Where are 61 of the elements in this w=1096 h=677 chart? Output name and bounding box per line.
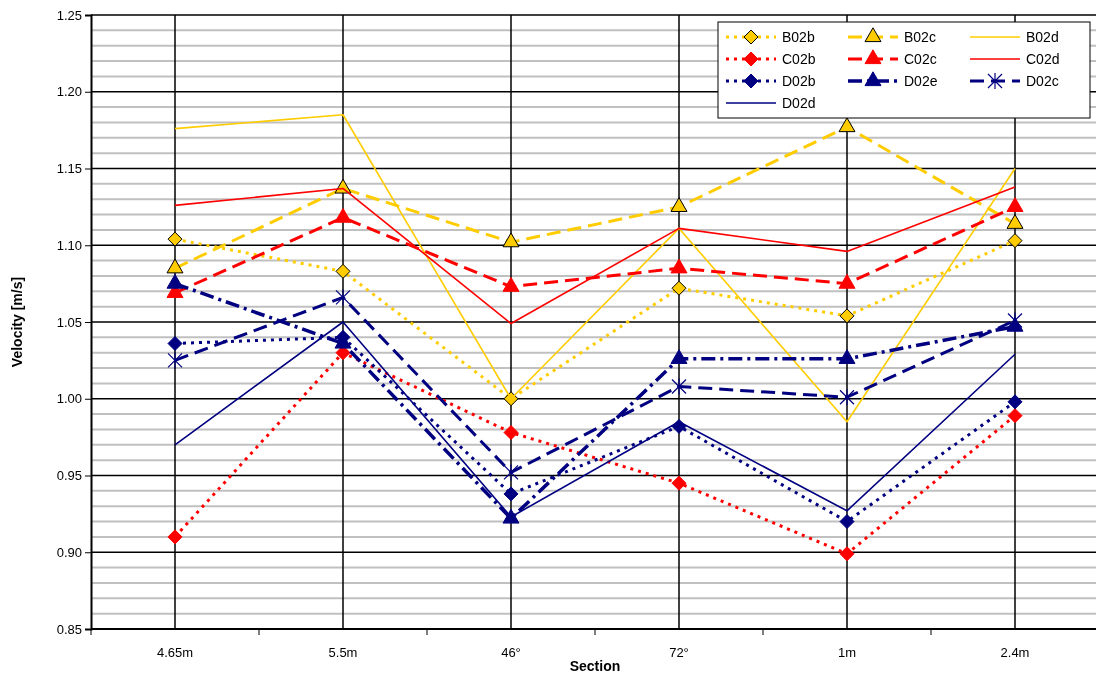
point [334,207,352,223]
y-tick-label: 0.95 [56,468,82,484]
point [1007,408,1023,424]
y-tick-label: 0.90 [56,544,82,560]
point [1007,394,1023,410]
y-tick-label: 1.10 [56,237,82,253]
point [167,529,183,545]
point [503,463,519,482]
point [502,276,520,292]
legend-label: C02c [904,51,937,67]
x-tick-label: 72° [669,645,689,660]
legend-label: B02d [1026,29,1059,45]
legend-label: B02b [782,29,815,45]
point [839,308,855,324]
point [671,280,687,296]
x-axis-title: Section [569,658,621,674]
x-tick-label: 5.5m [328,645,358,660]
point [1006,214,1024,229]
y-tick-label: 0.85 [56,621,82,637]
legend-label: C02b [782,51,816,67]
legend-label: C02d [1026,51,1060,67]
point [671,377,687,396]
point [167,231,183,247]
y-tick-label: 1.20 [56,84,82,100]
point [671,475,687,491]
point [838,117,856,133]
legend-label: D02e [904,73,938,89]
line-series [174,113,1016,423]
legend-label: D02d [782,95,816,111]
point [670,197,688,212]
point [1007,311,1023,330]
y-tick-label: 1.00 [56,391,82,407]
point [838,349,856,364]
x-tick-label: 2.4m [1000,645,1030,660]
point [839,546,855,562]
point [166,258,184,274]
point [167,335,183,351]
y-tick-label: 1.15 [56,161,82,177]
point [839,388,855,406]
point [838,273,856,289]
y-tick-label: 1.25 [56,7,82,23]
point [167,351,183,369]
point [503,425,519,441]
x-tick-label: 1m [837,645,857,660]
point [166,273,184,289]
y-tick-label: 1.05 [56,314,82,330]
point [670,349,688,364]
point [335,263,351,279]
point [503,486,519,502]
point [503,391,519,407]
point [1006,197,1024,212]
legend-label: D02c [1026,73,1059,89]
y-axis-title: Velocity [m/s] [9,276,25,368]
point [839,514,855,530]
point [670,258,688,274]
point [335,288,351,307]
x-tick-label: 4.65m [156,645,194,660]
legend-label: D02b [782,73,816,89]
legend-label: B02c [904,29,936,45]
x-tick-label: 46° [501,645,521,660]
point [502,232,520,248]
